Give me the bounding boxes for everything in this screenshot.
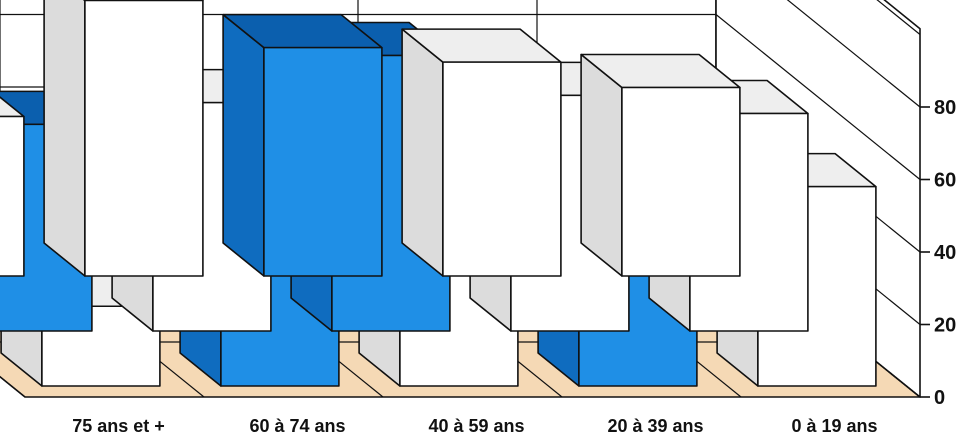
bar — [43, 0, 204, 277]
y-tick-label: 40 — [934, 242, 956, 264]
bar — [0, 96, 25, 277]
bar-side — [401, 28, 444, 277]
y-tick-label: 20 — [934, 315, 956, 337]
y-tick-label: 80 — [934, 97, 956, 119]
x-tick-label: 0 à 19 ans — [791, 416, 877, 436]
bar-front — [621, 86, 741, 277]
y-tick-label: 60 — [934, 170, 956, 192]
x-tick-label: 75 ans et + — [72, 416, 165, 436]
bar — [222, 13, 383, 277]
gridline-side — [876, 0, 921, 35]
y-tick-label: 0 — [934, 387, 945, 409]
chart-bars — [0, 0, 877, 387]
gridline-side — [786, 0, 921, 108]
bar-side — [222, 13, 265, 277]
bar-side — [43, 0, 86, 277]
bar — [580, 53, 741, 277]
x-tick-label: 20 à 39 ans — [607, 416, 703, 436]
x-tick-label: 40 à 59 ans — [428, 416, 524, 436]
bar-front — [263, 46, 383, 277]
bar-front — [84, 0, 204, 277]
bar — [401, 28, 562, 277]
gridline-side — [715, 14, 921, 180]
bar-front — [442, 61, 562, 277]
chart-labels: 0 20 40 60 80 75 ans et + 60 à 74 ans 40 à 59 a… — [72, 97, 956, 436]
bar-side — [580, 53, 623, 277]
x-tick-label: 60 à 74 ans — [249, 416, 345, 436]
bar-front — [0, 115, 25, 277]
bar-top — [0, 96, 25, 118]
